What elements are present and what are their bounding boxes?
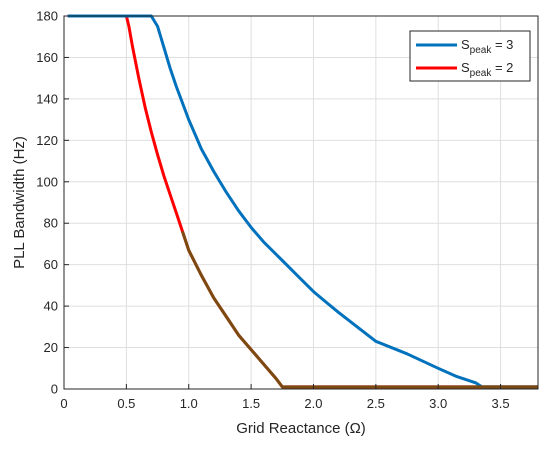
y-tick-label: 40 [44, 299, 58, 314]
y-tick-label: 140 [36, 91, 58, 106]
x-tick-label: 3.5 [492, 396, 510, 411]
x-tick-label: 1.0 [180, 396, 198, 411]
y-tick-label: 80 [44, 216, 58, 231]
y-tick-label: 120 [36, 133, 58, 148]
y-tick-label: 180 [36, 9, 58, 24]
y-axis-label: PLL Bandwidth (Hz) [11, 136, 28, 269]
y-tick-label: 100 [36, 174, 58, 189]
legend: Speak = 3 Speak = 2 [409, 30, 531, 82]
legend-box [409, 30, 531, 82]
legend-label: Speak = 3 [461, 37, 513, 56]
legend-label: Speak = 2 [461, 60, 513, 79]
x-tick-label: 1.5 [242, 396, 260, 411]
series-layer [67, 14, 538, 389]
y-tick-label: 20 [44, 340, 58, 355]
series-line-speak-3 [67, 14, 538, 389]
y-tick-label: 160 [36, 50, 58, 65]
x-tick-label: 0.5 [117, 396, 135, 411]
x-tick-label: 3.0 [429, 396, 447, 411]
tick-layer: 0 0.5 1.0 1.5 2.0 2.5 3.0 3.5 0 20 40 60 80 100 120 140… [36, 9, 509, 412]
y-tick-label: 0 [51, 382, 58, 397]
overlap-line [181, 231, 538, 389]
x-tick-label: 0 [60, 396, 67, 411]
x-tick-label: 2.0 [304, 396, 322, 411]
x-axis-label: Grid Reactance (Ω) [236, 420, 366, 437]
axes-box [63, 15, 539, 390]
y-tick-label: 60 [44, 257, 58, 272]
x-tick-label: 2.5 [367, 396, 385, 411]
